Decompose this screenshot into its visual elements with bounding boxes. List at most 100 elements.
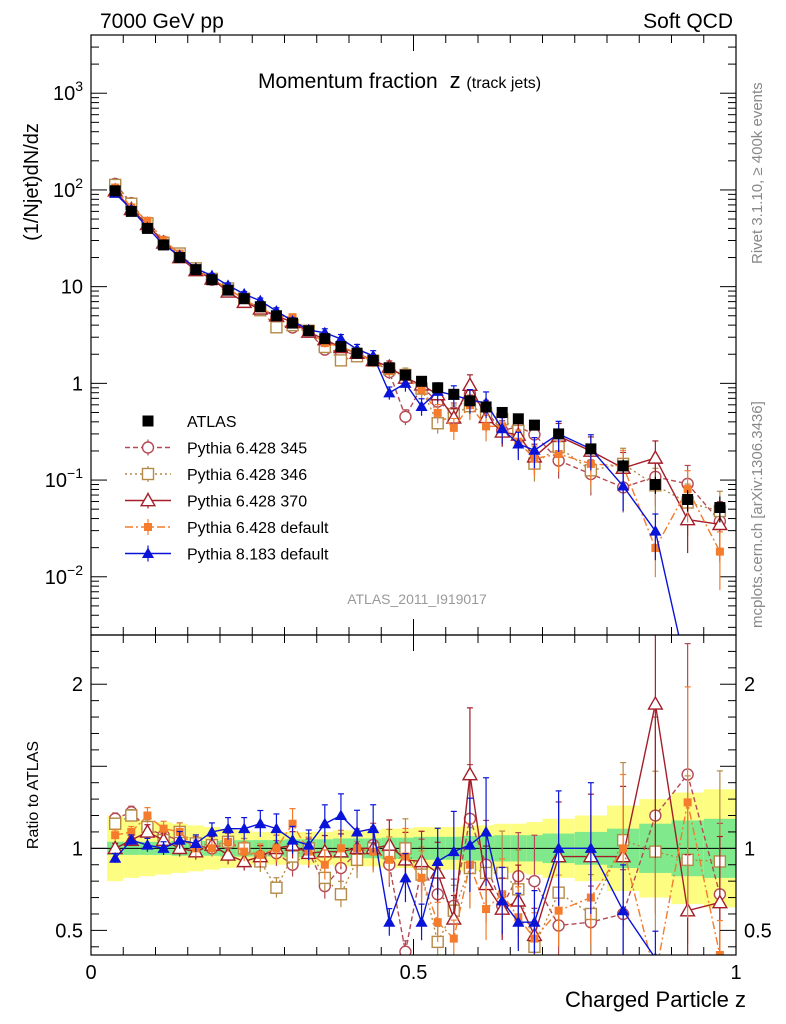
data-point [222, 284, 234, 296]
ratio-data-point [447, 845, 460, 857]
main-y-tick-label-base: 1 [72, 373, 83, 395]
data-point [482, 422, 491, 431]
data-point [399, 369, 411, 381]
data-point [416, 375, 428, 387]
ratio-data-point [125, 834, 138, 845]
ratio-data-point [224, 837, 233, 846]
ratio-data-point [383, 916, 396, 927]
ratio-data-point [449, 934, 458, 943]
ratio-data-point [552, 842, 565, 853]
ratio-data-point [334, 888, 348, 901]
data-point [383, 362, 395, 374]
ratio-y-tick-label-right: 1 [744, 838, 755, 860]
data-point [254, 301, 266, 313]
main-y-tick-label-exp: 2 [75, 175, 83, 191]
legend-marker [142, 415, 154, 427]
ratio-data-point [334, 809, 347, 821]
ratio-data-point [399, 945, 412, 955]
main-y-tick-label-base: 10 [61, 277, 83, 299]
data-point [714, 502, 726, 514]
ratio-data-point [318, 817, 331, 829]
ratio-data-point [288, 819, 297, 828]
data-point [334, 332, 347, 344]
data-point [143, 216, 152, 225]
data-point [464, 395, 476, 407]
data-point [617, 479, 630, 491]
ratio-data-point [415, 916, 428, 927]
data-point [367, 355, 379, 367]
main-y-tick-label: 102 [53, 175, 83, 202]
data-point [433, 408, 442, 417]
legend-item-pythia-6-428-default: Pythia 6.428 default [125, 519, 329, 537]
ratio-panel-frame [90, 634, 737, 956]
ratio-data-point [272, 844, 281, 853]
ratio-data-point [528, 916, 541, 927]
data-point [109, 185, 121, 197]
ratio-y-tick-label: 0.5 [55, 920, 83, 942]
mcplots-label: mcplots.cern.ch [arXiv:1306.3436] [749, 401, 766, 628]
data-point [206, 274, 218, 286]
data-point [585, 443, 597, 455]
main-y-tick-label: 10−2 [45, 562, 83, 589]
series-atlas [109, 185, 726, 523]
ratio-data-point [127, 827, 136, 836]
data-point [449, 423, 458, 432]
ratio-data-point [482, 905, 491, 914]
ratio-data-point [653, 952, 657, 955]
ratio-data-point [683, 798, 692, 807]
ratio-data-point [270, 881, 283, 894]
data-point [617, 460, 629, 472]
data-point [682, 493, 694, 505]
ratio-data-point [189, 837, 202, 848]
main-y-tick-label: 1 [72, 373, 83, 395]
ratio-data-point [433, 918, 442, 927]
data-point [158, 239, 170, 251]
x-tick-label: 0.5 [400, 962, 428, 984]
ratio-series-pythia-6-428-370 [107, 635, 728, 955]
ratio-data-point [256, 850, 265, 859]
x-tick-label: 1 [730, 962, 741, 984]
ratio-data-point [417, 873, 426, 882]
data-point [448, 388, 460, 400]
ratio-data-point [399, 871, 412, 883]
ratio-data-point [173, 834, 186, 845]
legend-marker [141, 467, 155, 481]
data-point [415, 400, 428, 411]
ratio-data-point [528, 874, 541, 888]
analysis-label: ATLAS_2011_I919017 [347, 591, 487, 607]
data-point [496, 406, 508, 418]
rivet-label: Rivet 3.1.10, ≥ 400k events [749, 82, 766, 264]
ratio-data-point [496, 894, 509, 906]
chart-title: Momentum fraction z (track jets) [258, 68, 541, 93]
data-point [335, 341, 347, 353]
data-point [711, 516, 728, 531]
ratio-data-point [367, 822, 380, 834]
main-y-tick-label-exp: 3 [75, 78, 83, 94]
ratio-data-point [205, 825, 218, 837]
data-point [141, 222, 153, 234]
ratio-data-point [254, 817, 267, 829]
data-point [683, 485, 692, 494]
ratio-data-point [584, 842, 597, 853]
ratio-data-point [111, 831, 120, 840]
data-point [512, 437, 525, 449]
ratio-data-point [157, 842, 170, 853]
legend-item-pythia-6-428-370: Pythia 6.428 370 [125, 492, 307, 511]
legend-label: Pythia 6.428 370 [187, 494, 307, 511]
legend-marker [141, 547, 155, 559]
ratio-y-tick-label: 2 [72, 674, 83, 696]
chart-title-var: z [450, 68, 461, 93]
ratio-data-point [651, 972, 659, 980]
legend-item-pythia-6-428-346: Pythia 6.428 346 [125, 466, 307, 484]
data-point [351, 347, 363, 359]
data-point [553, 428, 565, 440]
data-point [496, 422, 509, 434]
data-point [649, 478, 661, 490]
data-point [383, 386, 396, 398]
ratio-data-point [222, 822, 235, 834]
ratio-data-point [617, 904, 630, 916]
legend-label: Pythia 6.428 346 [187, 467, 307, 484]
ratio-data-point [336, 844, 345, 853]
main-y-tick-label: 10−1 [45, 465, 83, 492]
data-point [512, 413, 524, 425]
